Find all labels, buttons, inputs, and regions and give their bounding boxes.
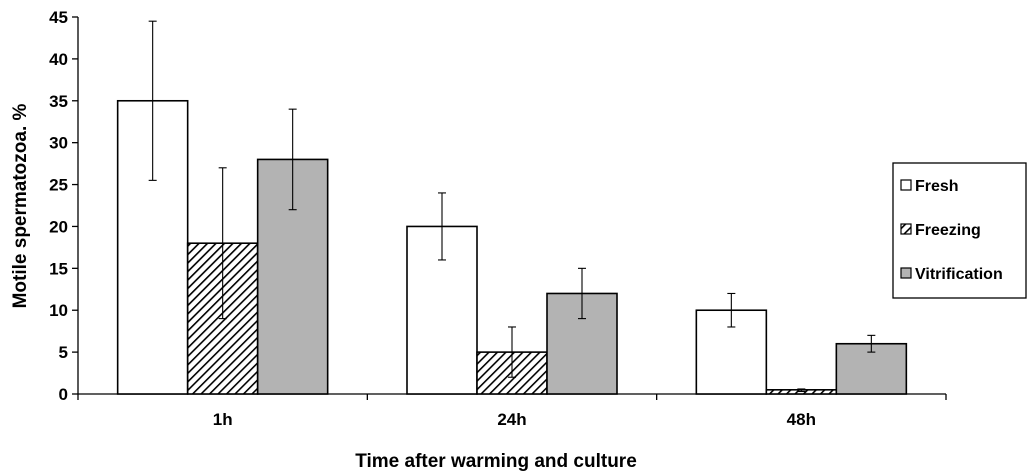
x-tick-label: 24h — [497, 410, 526, 429]
legend-label-fresh: Fresh — [915, 178, 959, 195]
y-tick-label: 25 — [49, 176, 68, 195]
y-tick-label: 45 — [49, 8, 68, 27]
y-tick-label: 20 — [49, 217, 68, 236]
legend-label-freezing: Freezing — [915, 222, 981, 239]
y-axis-title: Motile spermatozoa. % — [10, 103, 31, 308]
legend-label-vitrification: Vitrification — [915, 266, 1003, 283]
y-tick-label: 40 — [49, 50, 68, 69]
x-tick-label: 48h — [787, 410, 816, 429]
x-axis-title: Time after warming and culture — [355, 451, 637, 472]
plot-area: 0 5 10 15 20 25 30 35 40 45 1h 24h 48h — [49, 8, 947, 429]
x-tick-label: 1h — [213, 410, 233, 429]
legend: Fresh Freezing Vitrification — [892, 162, 1027, 299]
legend-swatch-fresh — [900, 179, 912, 191]
y-tick-label: 35 — [49, 92, 68, 111]
legend-swatch-vitrification — [900, 267, 912, 279]
y-tick-label: 15 — [49, 259, 68, 278]
legend-box — [892, 162, 1027, 299]
y-tick-label: 30 — [49, 134, 68, 153]
y-tick-label: 10 — [49, 301, 68, 320]
y-tick-label: 0 — [59, 385, 68, 404]
legend-swatch-freezing — [900, 223, 912, 235]
y-tick-label: 5 — [59, 343, 68, 362]
bar-fresh-1h — [116, 99, 189, 395]
